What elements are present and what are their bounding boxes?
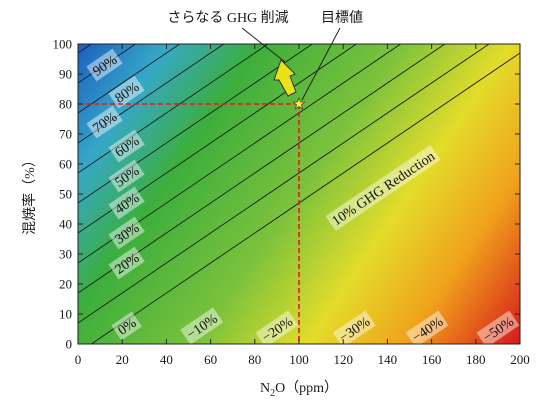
- x-axis-title: N2O（ppm）: [260, 380, 338, 399]
- x-axis-title-main: N: [260, 381, 270, 396]
- y-tick-label: 70: [59, 127, 72, 142]
- contour-lines: [78, 0, 520, 344]
- contour-line-9: [78, 44, 314, 204]
- contour-label-bg: [108, 246, 145, 280]
- x-tick-label: 0: [75, 352, 82, 367]
- y-tick-label: 0: [66, 337, 73, 352]
- x-axis-title-subscript: 2: [270, 388, 275, 399]
- x-tick-label: 120: [333, 352, 353, 367]
- y-axis-ticks: 0 10 20 30 40 50 60 70 80 90 100: [53, 37, 520, 352]
- target-leader: [301, 27, 341, 101]
- y-tick-label: 20: [59, 277, 72, 292]
- contour-line-10: [78, 44, 358, 234]
- y-tick-label: 40: [59, 217, 72, 232]
- contour-label-bg: [180, 307, 224, 344]
- contour-line-12: [78, 44, 446, 294]
- contour-label-bg: [111, 311, 142, 341]
- contour-label-bg: [476, 310, 520, 344]
- contour-label-bg: [108, 186, 145, 220]
- further-reduction-leader: [241, 27, 286, 63]
- contour-line-6: [78, 44, 181, 114]
- contour-label-bg: [255, 310, 299, 344]
- target-label: 目標値: [321, 10, 363, 26]
- x-tick-label: 180: [466, 352, 486, 367]
- y-tick-label: 60: [59, 157, 72, 172]
- contour-label-bg: [405, 310, 449, 344]
- x-tick-label: 80: [248, 352, 261, 367]
- x-tick-label: 200: [510, 352, 530, 367]
- x-axis-ticks: 0 20 40 60 80 100 120 140 160 180 200: [75, 44, 530, 367]
- x-tick-label: 20: [116, 352, 129, 367]
- y-tick-label: 50: [59, 187, 72, 202]
- y-tick-label: 100: [53, 37, 73, 52]
- target-guide-lines: [78, 103, 300, 344]
- contour-line-3: [78, 0, 520, 23]
- target-star-marker: [292, 96, 306, 110]
- y-tick-label: 30: [59, 247, 72, 262]
- contour-label-bg: [108, 216, 145, 250]
- further-reduction-arrow: [273, 59, 297, 97]
- y-tick-label: 90: [59, 67, 72, 82]
- x-tick-label: 160: [422, 352, 442, 367]
- contour-line-8: [78, 44, 269, 174]
- contour-label-bg: [332, 310, 376, 344]
- x-tick-label: 140: [378, 352, 398, 367]
- x-tick-label: 100: [289, 352, 309, 367]
- contour-label-bg: [86, 105, 123, 139]
- contour-label-bg: [108, 159, 145, 193]
- contour-label-bg: [108, 129, 145, 163]
- x-tick-label: 40: [160, 352, 173, 367]
- contour-label-bg: [325, 145, 441, 231]
- y-axis-title: 混焼率（%）: [21, 153, 38, 235]
- x-tick-label: 60: [204, 352, 217, 367]
- contour-label-bg: [86, 48, 123, 82]
- y-tick-label: 80: [59, 97, 72, 112]
- annotations: さらなる GHG 削減 目標値: [167, 9, 363, 110]
- further-reduction-label: さらなる GHG 削減: [167, 9, 288, 26]
- contour-line-7: [78, 44, 225, 144]
- contour-label-bg: [108, 75, 145, 109]
- x-axis-title-rest: O（ppm）: [275, 380, 338, 396]
- y-tick-label: 10: [59, 307, 72, 322]
